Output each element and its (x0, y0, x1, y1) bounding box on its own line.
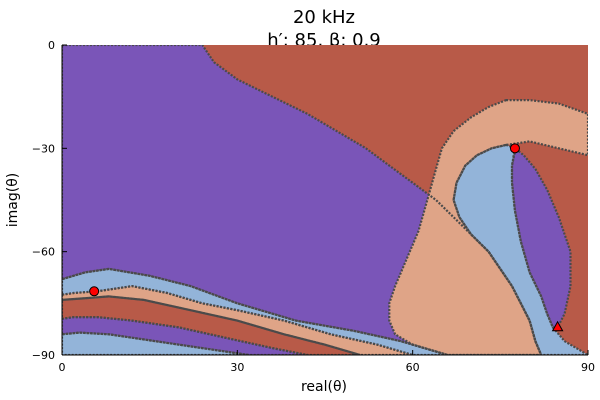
region-boundary-8 (510, 146, 572, 329)
y-tick-label: −30 (32, 142, 55, 155)
region-boundary-3 (62, 295, 361, 355)
region-boundary-5 (62, 331, 250, 355)
region-blue-7 (453, 144, 588, 355)
x-tick-label: 30 (230, 361, 244, 374)
y-tick-label: −60 (32, 246, 55, 259)
points-layer (89, 143, 564, 332)
region-peach-6 (389, 100, 588, 355)
triangle-marker (551, 320, 564, 332)
region-boundary-4 (62, 316, 308, 355)
y-tick-label: −90 (32, 349, 55, 362)
region-purple-4 (62, 317, 308, 355)
x-tick-label: 0 (59, 361, 66, 374)
region-purple-8 (512, 148, 571, 328)
circle-marker (509, 143, 520, 154)
region-boundary-2 (62, 284, 414, 355)
regions-layer (62, 45, 588, 355)
x-axis-label: real(θ) (301, 379, 347, 395)
region-boundary-7 (452, 143, 588, 355)
x-tick-label: 90 (581, 361, 595, 374)
region-blue-1 (62, 268, 448, 355)
region-blue-5 (62, 332, 249, 355)
y-tick-label: 0 (48, 39, 55, 52)
x-tick-label: 60 (406, 361, 420, 374)
x-ticks: 0 30 60 90 (59, 350, 595, 374)
boundaries-layer (62, 45, 588, 355)
region-boundary-0 (62, 45, 543, 355)
y-axis-label: imag(θ) (5, 173, 21, 227)
chart-title: 20 kHz (293, 7, 355, 28)
circle-marker (89, 286, 100, 297)
y-ticks: 0 −30 −60 −90 (32, 39, 67, 362)
region-boundary-6 (388, 99, 588, 355)
region-red-3 (62, 296, 361, 355)
